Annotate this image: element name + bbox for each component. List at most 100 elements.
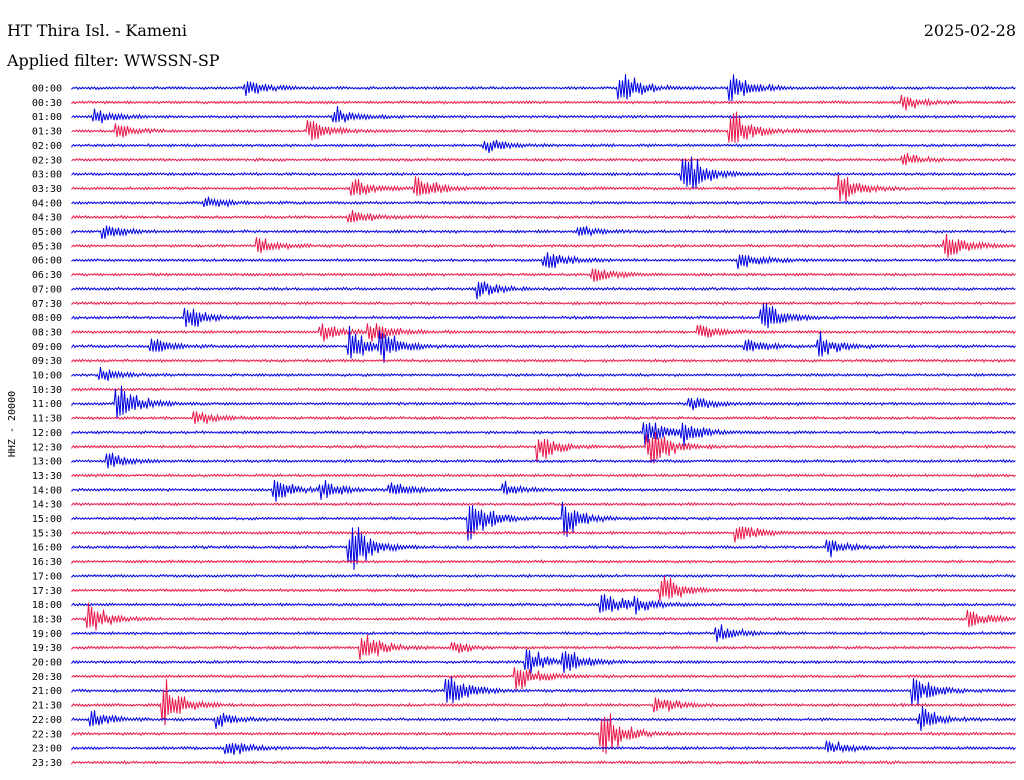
trace-row-1700 bbox=[71, 573, 1016, 579]
trace-row-0400 bbox=[71, 196, 1016, 209]
row-time-label: 15:00 bbox=[32, 514, 62, 525]
row-time-label: 23:00 bbox=[32, 744, 62, 755]
trace-row-0930 bbox=[71, 358, 1016, 364]
row-time-label: 03:00 bbox=[32, 170, 62, 181]
row-time-label: 20:30 bbox=[32, 672, 62, 683]
row-time-label: 07:00 bbox=[32, 284, 62, 295]
trace-row-2200 bbox=[71, 705, 1016, 732]
filter-label: Applied filter: WWSSN-SP bbox=[6, 51, 220, 70]
row-time-label: 09:30 bbox=[32, 356, 62, 367]
row-time-label: 13:30 bbox=[32, 471, 62, 482]
trace-row-1030 bbox=[71, 386, 1016, 392]
row-time-label: 01:30 bbox=[32, 127, 62, 138]
trace-row-0730 bbox=[71, 300, 1016, 306]
trace-row-1100 bbox=[71, 385, 1016, 419]
trace-row-0100 bbox=[71, 105, 1016, 124]
time-tick-labels: 00:00 00:30 01:00 01:30 02:00 02:30 03:00 03:30… bbox=[32, 84, 62, 769]
trace-row-0200 bbox=[71, 139, 1016, 153]
row-time-label: 02:30 bbox=[32, 155, 62, 166]
row-time-label: 00:30 bbox=[32, 98, 62, 109]
row-time-label: 08:30 bbox=[32, 327, 62, 338]
row-time-label: 23:30 bbox=[32, 758, 62, 769]
row-time-label: 04:00 bbox=[32, 198, 62, 209]
row-time-label: 11:30 bbox=[32, 414, 62, 425]
trace-row-1530 bbox=[71, 526, 1016, 543]
row-time-label: 16:00 bbox=[32, 543, 62, 554]
trace-row-1300 bbox=[71, 452, 1016, 469]
trace-row-1000 bbox=[71, 366, 1016, 381]
row-time-label: 22:30 bbox=[32, 729, 62, 740]
y-axis-label: HHZ - 20000 bbox=[7, 391, 18, 457]
row-time-label: 14:30 bbox=[32, 500, 62, 511]
row-time-label: 19:00 bbox=[32, 629, 62, 640]
row-time-label: 19:30 bbox=[32, 643, 62, 654]
date-label: 2025-02-28 bbox=[924, 21, 1016, 40]
station-title: HT Thira Isl. - Kameni bbox=[7, 21, 187, 40]
trace-group bbox=[71, 74, 1016, 766]
row-time-label: 09:00 bbox=[32, 342, 62, 353]
trace-row-0800 bbox=[71, 303, 1016, 329]
row-time-label: 12:30 bbox=[32, 442, 62, 453]
row-time-label: 05:00 bbox=[32, 227, 62, 238]
trace-row-1830 bbox=[71, 602, 1016, 631]
trace-row-0630 bbox=[71, 268, 1016, 283]
row-time-label: 04:30 bbox=[32, 213, 62, 224]
row-time-label: 10:30 bbox=[32, 385, 62, 396]
row-time-label: 00:00 bbox=[32, 84, 62, 95]
trace-row-0830 bbox=[71, 323, 1016, 342]
trace-row-1930 bbox=[71, 634, 1016, 661]
row-time-label: 20:00 bbox=[32, 658, 62, 669]
trace-row-0600 bbox=[71, 252, 1016, 270]
row-time-label: 21:30 bbox=[32, 701, 62, 712]
trace-row-0900 bbox=[71, 325, 1016, 364]
row-time-label: 16:30 bbox=[32, 557, 62, 568]
row-time-label: 11:00 bbox=[32, 399, 62, 410]
trace-row-0000 bbox=[71, 74, 1016, 102]
trace-row-2130 bbox=[71, 679, 1016, 726]
trace-row-0700 bbox=[71, 281, 1016, 300]
row-time-label: 06:30 bbox=[32, 270, 62, 281]
row-time-label: 14:00 bbox=[32, 485, 62, 496]
trace-row-0330 bbox=[71, 174, 1016, 202]
trace-row-0500 bbox=[71, 225, 1016, 239]
row-time-label: 13:00 bbox=[32, 457, 62, 468]
trace-row-1800 bbox=[71, 594, 1016, 615]
trace-row-1630 bbox=[71, 559, 1016, 565]
row-time-label: 18:30 bbox=[32, 614, 62, 625]
row-time-label: 03:30 bbox=[32, 184, 62, 195]
trace-row-1200 bbox=[71, 422, 1016, 447]
trace-row-2030 bbox=[71, 667, 1016, 691]
row-time-label: 17:30 bbox=[32, 586, 62, 597]
row-time-label: 01:00 bbox=[32, 112, 62, 123]
trace-row-2000 bbox=[71, 649, 1016, 674]
trace-row-0230 bbox=[71, 152, 1016, 166]
trace-row-1730 bbox=[71, 575, 1016, 602]
row-time-label: 08:00 bbox=[32, 313, 62, 324]
trace-row-1600 bbox=[71, 527, 1016, 570]
row-time-label: 22:00 bbox=[32, 715, 62, 726]
row-time-label: 07:30 bbox=[32, 299, 62, 310]
row-time-label: 21:00 bbox=[32, 686, 62, 697]
trace-row-1230 bbox=[71, 431, 1016, 464]
trace-row-1330 bbox=[71, 473, 1016, 478]
row-time-label: 15:30 bbox=[32, 528, 62, 539]
row-time-label: 18:00 bbox=[32, 600, 62, 611]
trace-row-1130 bbox=[71, 411, 1016, 425]
trace-row-2100 bbox=[71, 676, 1016, 705]
row-time-label: 12:00 bbox=[32, 428, 62, 439]
row-time-label: 06:00 bbox=[32, 256, 62, 267]
trace-row-2300 bbox=[71, 740, 1016, 755]
trace-row-1430 bbox=[71, 501, 1016, 507]
row-time-label: 10:00 bbox=[32, 371, 62, 382]
trace-row-0300 bbox=[71, 156, 1016, 190]
trace-row-0130 bbox=[71, 111, 1016, 144]
trace-row-1900 bbox=[71, 624, 1016, 642]
trace-row-1500 bbox=[71, 501, 1016, 541]
trace-row-0530 bbox=[71, 233, 1016, 258]
row-time-label: 17:00 bbox=[32, 571, 62, 582]
trace-row-1400 bbox=[71, 479, 1016, 502]
trace-row-0430 bbox=[71, 210, 1016, 223]
trace-row-2230 bbox=[71, 713, 1016, 754]
trace-row-2330 bbox=[71, 760, 1016, 766]
